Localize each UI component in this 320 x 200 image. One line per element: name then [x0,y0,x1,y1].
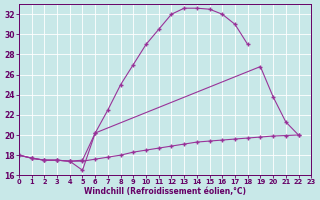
X-axis label: Windchill (Refroidissement éolien,°C): Windchill (Refroidissement éolien,°C) [84,187,246,196]
